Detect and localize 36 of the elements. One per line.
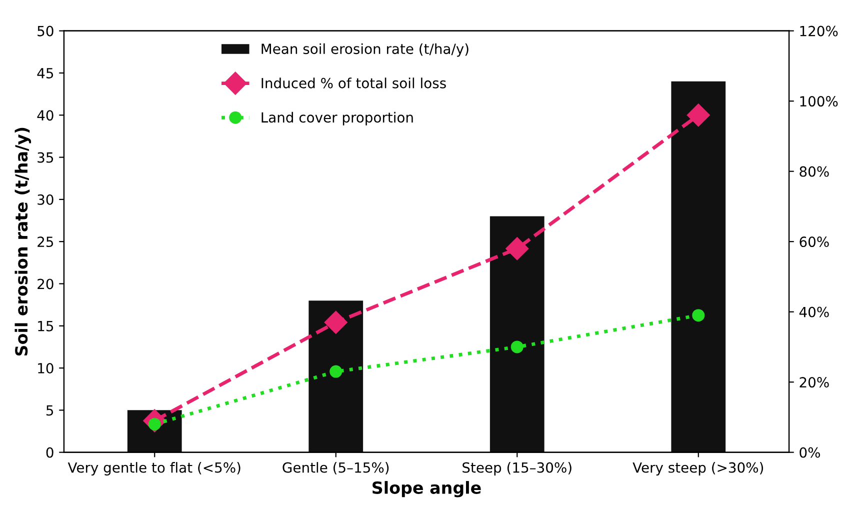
y2-tick-label: 80% [800, 166, 829, 177]
y-tick-label: 50 [38, 26, 54, 36]
legend-label: Induced % of total soil loss [262, 78, 446, 88]
y-axis-title: Soil erosion rate (t/ha/y) [14, 128, 32, 356]
point [686, 104, 710, 127]
y2-tick-label: 20% [800, 377, 829, 388]
x-tick-label: Very steep (>30%) [632, 462, 764, 476]
bar [308, 300, 364, 452]
point [330, 365, 342, 378]
y-tick-label: 30 [38, 194, 54, 205]
y-tick-label: 25 [38, 236, 54, 248]
x-axis-title: Slope angle [372, 481, 481, 498]
y-tick-label: 15 [38, 321, 54, 332]
y2-tick-label: 0% [800, 447, 820, 458]
y2-tick-label: 120% [800, 26, 838, 36]
bar [671, 81, 726, 452]
y-tick-label: 20 [38, 278, 54, 290]
bar [490, 216, 544, 452]
y-tick-label: 40 [37, 110, 54, 121]
legend-label: Land cover proportion [262, 112, 413, 126]
legend-label: Mean soil erosion rate (t/ha/y) [262, 43, 468, 57]
point [324, 310, 348, 334]
point [510, 340, 524, 354]
y2-tick-label: 40% [799, 306, 829, 318]
y-tick-label: 35 [38, 152, 54, 163]
y2-tick-label: 100% [800, 96, 838, 107]
x-tick-label: Steep (15–30%) [462, 462, 572, 476]
y2-tick-label: 60% [800, 236, 829, 248]
x-tick-label: Gentle (5–15%) [282, 462, 389, 474]
point [692, 309, 705, 322]
y-tick-label: 5 [46, 405, 54, 416]
y-tick-label: 0 [46, 447, 54, 458]
x-tick-label: Very gentle to flat (<5%) [68, 462, 240, 476]
point [506, 237, 529, 260]
y-tick-label: 45 [37, 68, 54, 78]
y-tick-label: 10 [38, 362, 54, 374]
